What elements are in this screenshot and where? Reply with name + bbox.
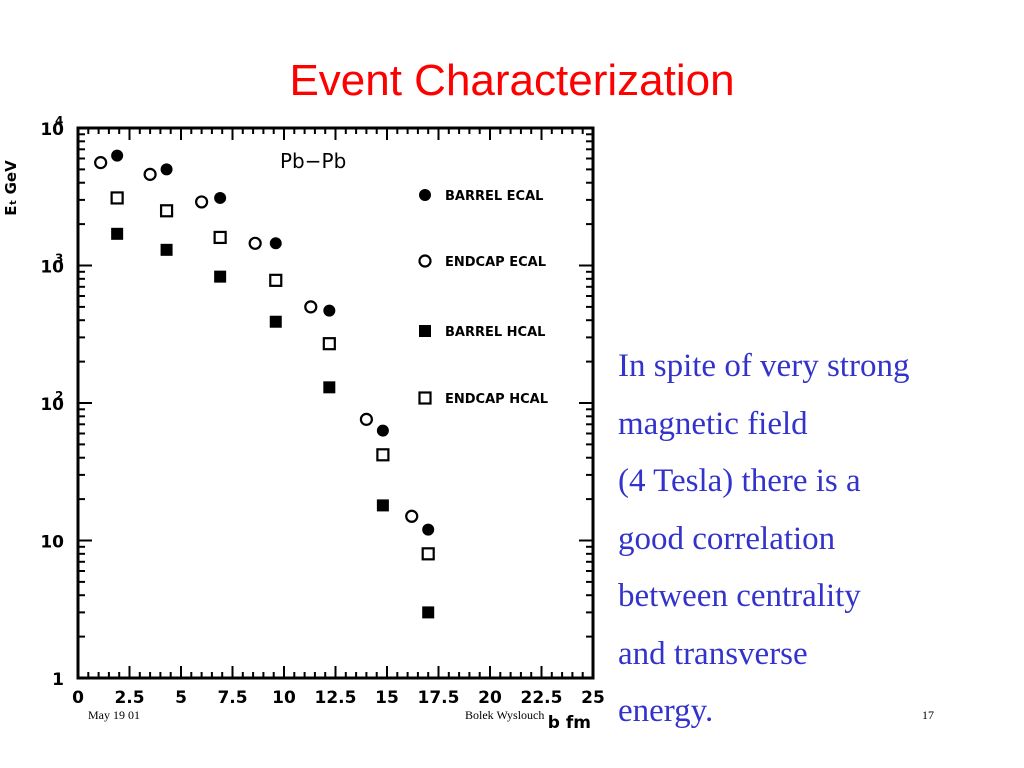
data-point-barrel-ecal xyxy=(376,424,389,437)
data-point-barrel-ecal xyxy=(111,149,124,162)
legend-marker xyxy=(419,189,431,201)
slide-title: Event Characterization xyxy=(289,56,735,105)
x-tick-label: 5 xyxy=(175,688,187,708)
data-point-barrel-hcal xyxy=(376,499,389,512)
data-point-endcap-ecal xyxy=(405,509,419,523)
data-point-endcap-hcal xyxy=(159,204,174,218)
data-point-barrel-ecal xyxy=(422,523,435,536)
x-tick-label: 20 xyxy=(478,688,502,708)
x-tick-label: 7.5 xyxy=(217,688,247,708)
legend-label: BARREL HCAL xyxy=(445,325,545,340)
legend-label: ENDCAP ECAL xyxy=(445,255,546,270)
data-point-endcap-ecal xyxy=(359,412,373,426)
y-tick-label: 10 xyxy=(40,395,64,415)
et-vs-impact-parameter-chart: 0 2.5 5 7.5 10 12.5 15 17.5 20 22.5 25110102103104… xyxy=(2,114,605,733)
data-point-endcap-hcal xyxy=(421,547,435,561)
x-tick-label: 22.5 xyxy=(521,688,563,708)
data-point-barrel-hcal xyxy=(160,243,173,256)
collision-system-annotation: Pb−Pb xyxy=(280,149,346,173)
x-tick-label: 0 xyxy=(72,688,84,708)
data-point-endcap-hcal xyxy=(110,191,124,205)
y-tick-label: 10 xyxy=(40,120,64,140)
legend-label: BARREL ECAL xyxy=(445,189,543,204)
x-tick-label: 17.5 xyxy=(418,688,460,708)
legend-marker xyxy=(419,325,431,337)
body-line: energy. xyxy=(618,693,714,729)
data-point-endcap-hcal xyxy=(322,337,336,351)
data-point-barrel-hcal xyxy=(214,270,227,283)
footer-page-number: 17 xyxy=(922,708,934,722)
x-axis-label: b fm xyxy=(548,713,591,733)
x-tick-label: 25 xyxy=(581,688,605,708)
body-line: magnetic field xyxy=(618,405,808,442)
y-tick-exponent: 3 xyxy=(55,252,63,266)
data-point-barrel-ecal xyxy=(160,163,173,176)
legend-label: ENDCAP HCAL xyxy=(445,392,548,407)
data-point-barrel-ecal xyxy=(269,237,282,250)
y-tick-exponent: 4 xyxy=(55,114,63,128)
data-point-endcap-hcal xyxy=(269,273,283,287)
data-point-barrel-hcal xyxy=(269,315,282,328)
data-point-endcap-hcal xyxy=(213,230,227,245)
body-line: (4 Tesla) there is a xyxy=(618,463,861,499)
x-tick-label: 12.5 xyxy=(315,688,357,708)
x-tick-label: 2.5 xyxy=(114,688,144,708)
y-axis-label: Eₜ GeV xyxy=(2,160,20,216)
data-point-endcap-ecal xyxy=(143,167,157,181)
x-tick-label: 10 xyxy=(272,688,296,708)
data-point-barrel-ecal xyxy=(323,304,336,317)
data-point-barrel-hcal xyxy=(422,606,435,619)
footer-author: Bolek Wyslouch xyxy=(465,708,545,722)
body-line: In spite of very strong xyxy=(618,348,910,384)
y-tick-label: 10 xyxy=(40,533,64,553)
data-point-endcap-ecal xyxy=(248,236,262,250)
y-tick-label: 10 xyxy=(40,258,64,278)
data-point-endcap-ecal xyxy=(304,300,318,314)
x-tick-label: 15 xyxy=(375,688,399,708)
data-point-barrel-ecal xyxy=(214,191,227,204)
data-point-barrel-hcal xyxy=(323,381,336,394)
legend-marker xyxy=(418,391,432,405)
body-line: between centrality xyxy=(618,578,861,614)
data-point-endcap-ecal xyxy=(94,156,108,170)
legend-marker xyxy=(418,254,432,268)
body-line: and transverse xyxy=(618,635,808,672)
body-line: good correlation xyxy=(618,520,836,557)
y-tick-label: 1 xyxy=(52,670,64,690)
slide-body-text: In spite of very strong magnetic field (… xyxy=(618,338,1018,741)
footer-date: May 19 01 xyxy=(88,708,140,722)
data-point-endcap-hcal xyxy=(376,448,390,462)
y-tick-exponent: 2 xyxy=(55,389,63,403)
data-point-endcap-ecal xyxy=(195,195,209,209)
data-point-barrel-hcal xyxy=(111,227,124,240)
